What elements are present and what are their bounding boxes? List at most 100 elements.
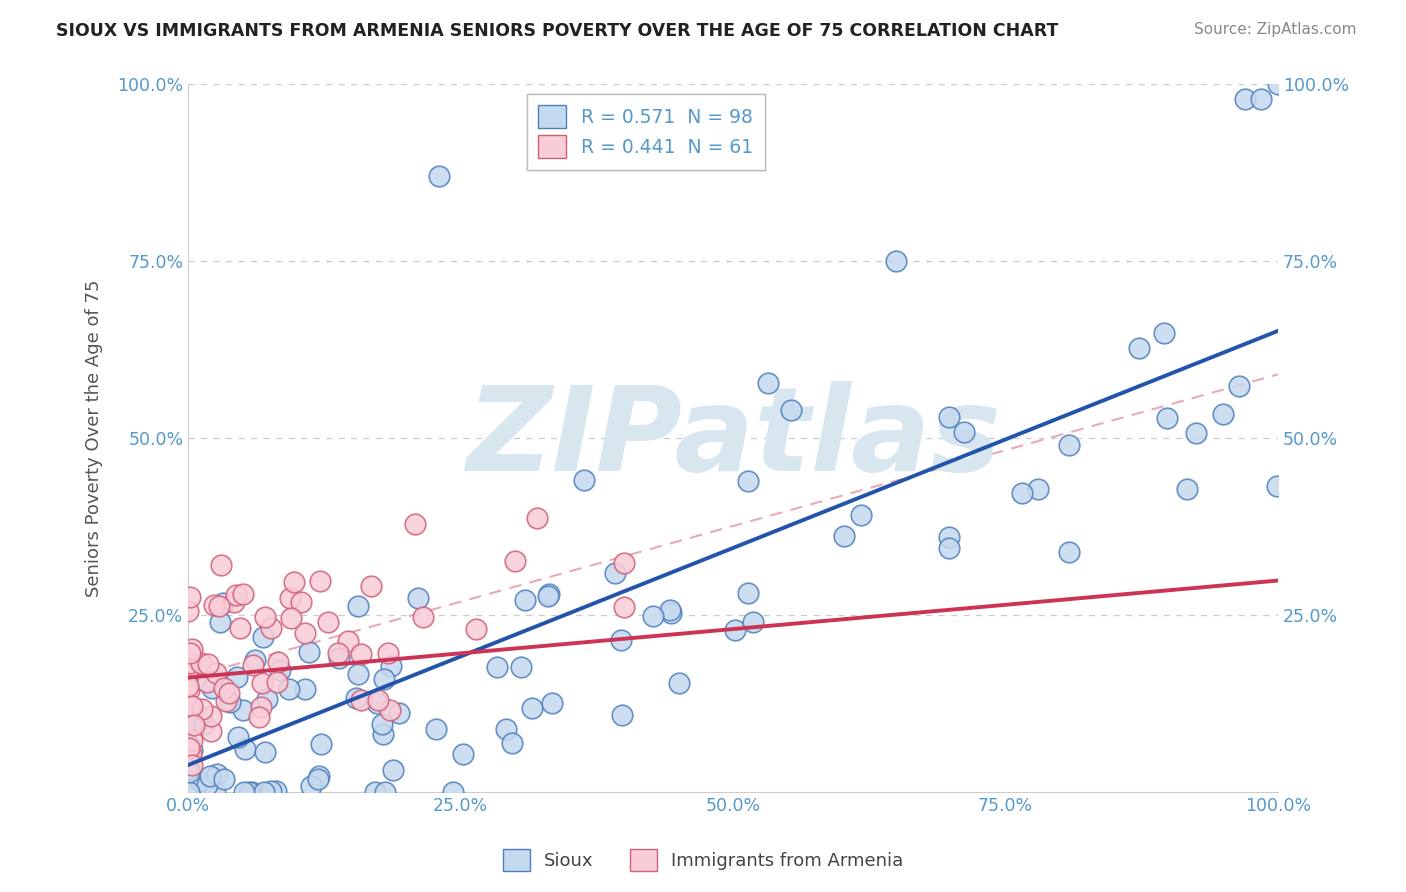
Point [195,778,218,792]
Point [283,574,305,589]
Point [299,779,322,793]
Point [832,529,855,543]
Point [1265,479,1288,493]
Text: Source: ZipAtlas.com: Source: ZipAtlas.com [1194,22,1357,37]
Point [253,610,276,624]
Point [367,692,389,706]
Point [364,785,387,799]
Point [411,610,433,624]
Point [380,658,402,673]
Point [211,596,233,610]
Point [501,736,523,750]
Point [1175,483,1198,497]
Point [347,667,370,681]
Point [515,592,537,607]
Point [269,663,291,677]
Point [200,708,222,723]
Point [360,579,382,593]
Point [1057,438,1080,452]
Point [1234,92,1257,106]
Point [233,741,256,756]
Point [756,376,779,391]
Point [177,698,200,712]
Point [212,681,235,695]
Point [538,587,561,601]
Point [252,630,274,644]
Point [347,599,370,613]
Point [256,691,278,706]
Point [232,785,254,799]
Point [280,611,302,625]
Point [374,785,396,799]
Point [371,717,394,731]
Point [613,556,636,570]
Point [188,773,211,788]
Point [238,785,260,799]
Point [205,767,228,781]
Point [226,730,249,744]
Point [240,785,263,799]
Point [1011,486,1033,500]
Point [278,682,301,697]
Point [218,686,240,700]
Point [737,586,759,600]
Point [179,646,201,660]
Point [294,625,316,640]
Text: ZIPatlas: ZIPatlas [465,381,1001,496]
Point [737,474,759,488]
Point [242,657,264,672]
Legend: Sioux, Immigrants from Armenia: Sioux, Immigrants from Armenia [495,842,911,879]
Point [668,675,690,690]
Point [1250,92,1272,106]
Point [179,740,201,755]
Point [200,681,222,695]
Point [195,675,218,690]
Point [373,672,395,686]
Point [366,696,388,710]
Point [177,785,200,799]
Point [505,554,527,568]
Point [724,623,747,637]
Point [229,621,252,635]
Point [252,785,274,799]
Point [485,660,508,674]
Point [307,772,329,786]
Point [659,607,682,621]
Point [181,698,204,713]
Legend: R = 0.571  N = 98, R = 0.441  N = 61: R = 0.571 N = 98, R = 0.441 N = 61 [527,94,765,169]
Point [250,700,273,714]
Point [780,403,803,417]
Point [465,622,488,636]
Point [232,703,254,717]
Point [222,594,245,608]
Point [613,600,636,615]
Point [350,647,373,661]
Point [181,642,204,657]
Point [658,603,681,617]
Point [180,747,202,761]
Point [350,692,373,706]
Point [209,558,232,573]
Point [225,588,247,602]
Point [1026,482,1049,496]
Point [938,541,960,555]
Point [219,695,242,709]
Point [179,716,201,731]
Y-axis label: Seniors Poverty Over the Age of 75: Seniors Poverty Over the Age of 75 [86,279,103,597]
Point [1128,341,1150,355]
Point [177,668,200,682]
Point [1267,78,1289,92]
Point [495,722,517,736]
Point [191,702,214,716]
Point [344,690,367,705]
Point [179,762,201,776]
Point [316,615,339,630]
Point [298,645,321,659]
Point [181,742,204,756]
Point [205,665,228,680]
Point [938,530,960,544]
Point [177,662,200,676]
Point [177,765,200,780]
Point [742,615,765,629]
Point [180,733,202,747]
